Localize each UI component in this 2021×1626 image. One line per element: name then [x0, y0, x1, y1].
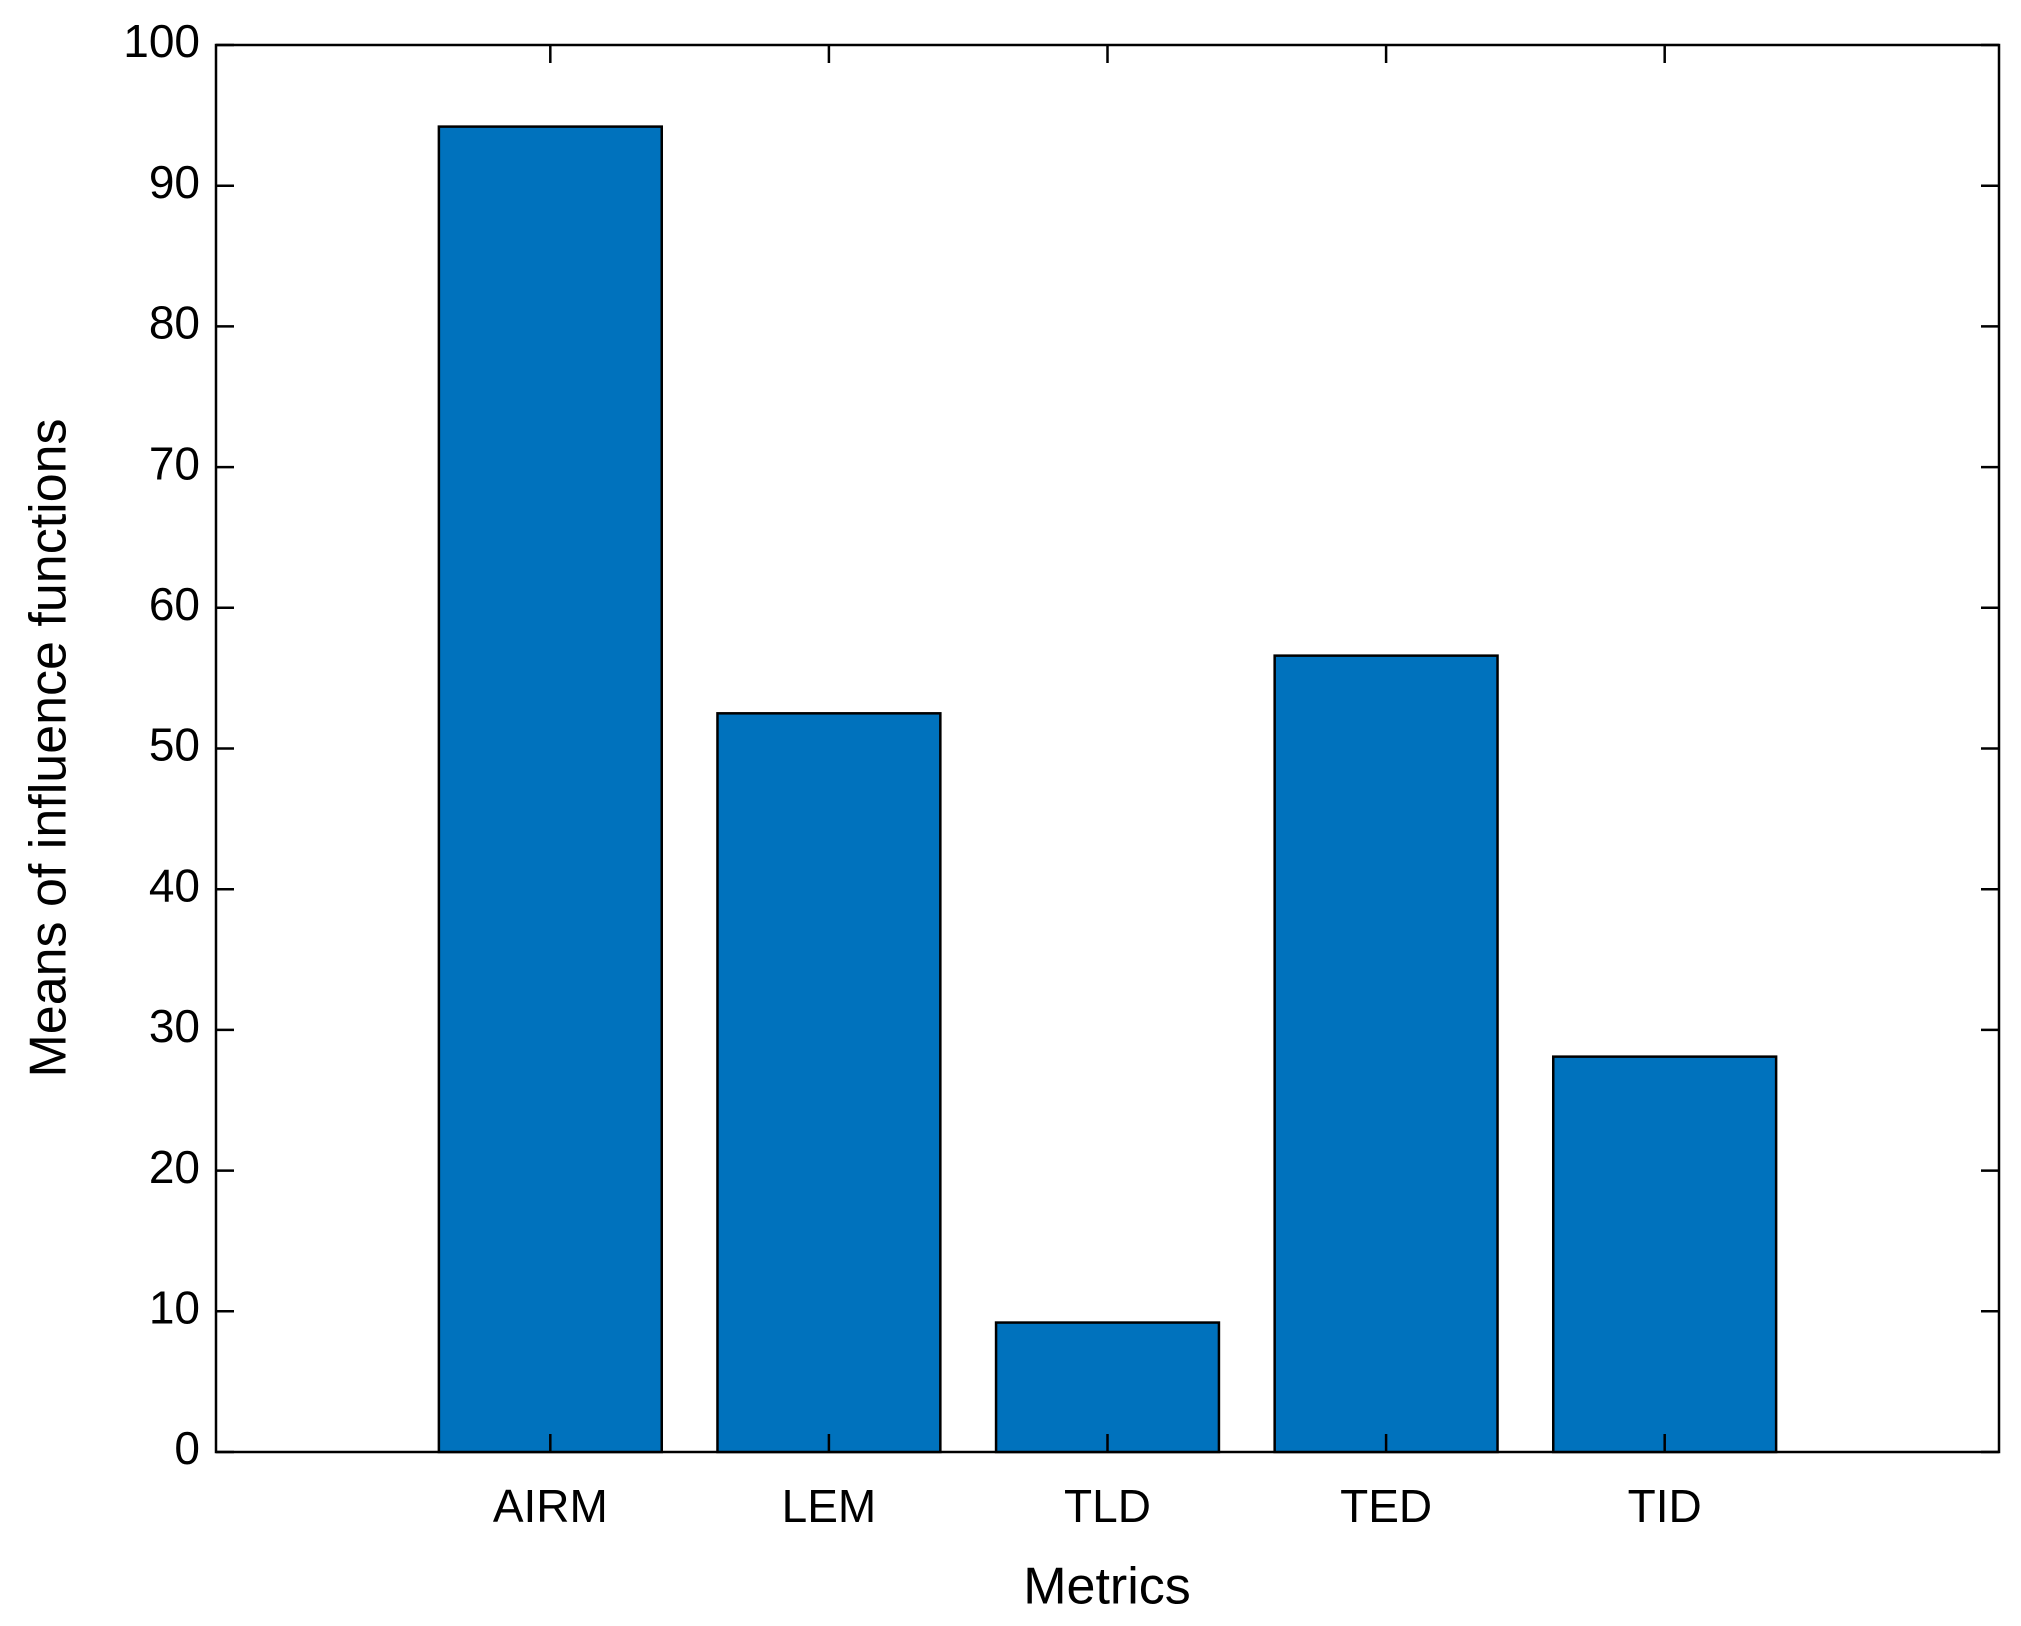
y-tick-label: 40: [149, 859, 200, 911]
x-tick-label: LEM: [782, 1480, 877, 1532]
y-tick-label: 80: [149, 297, 200, 349]
bar: [716, 712, 942, 1454]
x-tick-label: TED: [1340, 1480, 1432, 1532]
bar: [437, 125, 663, 1454]
y-tick-label: 0: [174, 1422, 200, 1474]
x-axis-label: Metrics: [1023, 1558, 1191, 1616]
bar: [1273, 654, 1499, 1454]
y-tick-label: 20: [149, 1141, 200, 1193]
bar: [1552, 1055, 1778, 1454]
y-tick-label: 60: [149, 578, 200, 630]
y-axis-label: Means of influence functions: [20, 418, 78, 1077]
y-tick-label: 50: [149, 719, 200, 771]
y-tick-label: 30: [149, 1000, 200, 1052]
y-tick-label: 90: [149, 156, 200, 208]
x-tick-label: AIRM: [493, 1480, 608, 1532]
bar: [994, 1321, 1221, 1454]
x-tick-label: TID: [1628, 1480, 1702, 1532]
y-tick-label: 10: [149, 1281, 200, 1333]
x-tick-label: TLD: [1064, 1480, 1151, 1532]
y-tick-label: 70: [149, 437, 200, 489]
y-tick-label: 100: [123, 15, 200, 67]
